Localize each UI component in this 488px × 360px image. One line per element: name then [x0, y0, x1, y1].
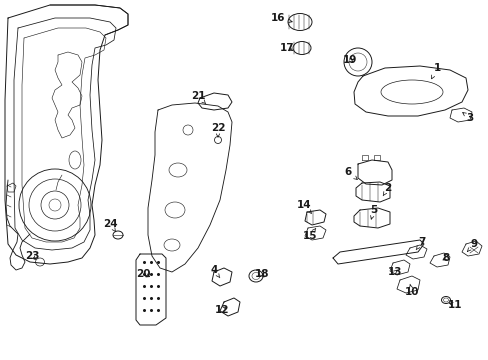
Text: 23: 23 — [25, 251, 39, 261]
Text: 17: 17 — [279, 43, 294, 53]
Text: 12: 12 — [214, 305, 229, 315]
Text: 16: 16 — [270, 13, 291, 23]
Text: 19: 19 — [342, 55, 356, 65]
Text: 13: 13 — [387, 267, 402, 277]
Text: 7: 7 — [415, 237, 425, 250]
Text: 6: 6 — [344, 167, 357, 180]
Text: 20: 20 — [136, 269, 150, 279]
Text: 21: 21 — [190, 91, 205, 104]
Text: 9: 9 — [467, 239, 477, 252]
Text: 18: 18 — [254, 269, 269, 279]
Text: 24: 24 — [102, 219, 117, 232]
Text: 10: 10 — [404, 284, 418, 297]
Text: 14: 14 — [296, 200, 311, 213]
Text: 11: 11 — [447, 300, 461, 310]
Text: 22: 22 — [210, 123, 225, 137]
Text: 8: 8 — [442, 253, 448, 263]
Text: 15: 15 — [302, 228, 317, 241]
Text: 4: 4 — [210, 265, 220, 278]
Text: 5: 5 — [369, 205, 377, 219]
Text: 1: 1 — [431, 63, 440, 79]
Text: 3: 3 — [462, 113, 473, 123]
Text: 2: 2 — [382, 183, 391, 196]
